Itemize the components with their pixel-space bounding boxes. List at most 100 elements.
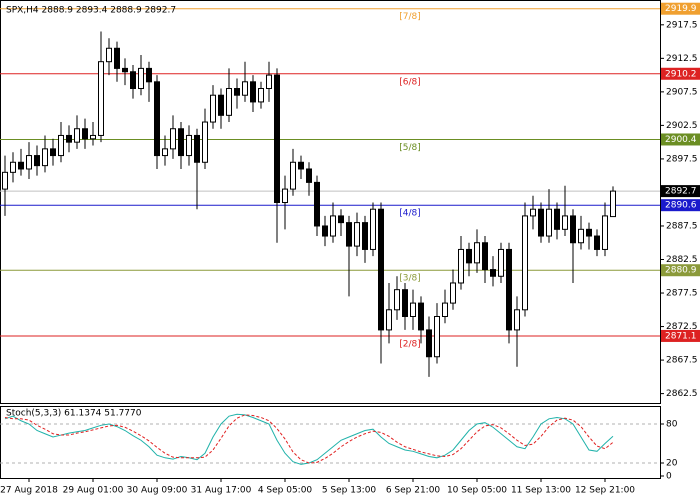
murrey-label: [3/8]: [399, 274, 421, 284]
x-tick-label: 10 Sep 05:00: [447, 486, 507, 496]
x-tick-label: 11 Sep 13:00: [511, 486, 571, 496]
candle-body: [466, 248, 472, 264]
candle-body: [538, 208, 544, 237]
candle-body: [114, 47, 120, 69]
candle-body: [10, 161, 16, 173]
candle-body: [354, 222, 360, 247]
y-tick-label: 2882.5: [666, 255, 698, 265]
candle-body: [298, 161, 304, 170]
candle-body: [138, 67, 144, 90]
candle-body: [362, 222, 368, 250]
candle-body: [106, 47, 112, 63]
murrey-label: [2/8]: [399, 339, 421, 349]
candle-body: [562, 215, 568, 230]
y-tick-label: 2912.5: [666, 54, 698, 64]
candle-body: [186, 134, 192, 157]
indicator-frame: [0, 406, 661, 479]
x-tick-label: 4 Sep 05:00: [258, 486, 313, 496]
price-box: [661, 2, 700, 15]
price-box: [661, 199, 700, 212]
candle-body: [522, 215, 528, 311]
price-box-label: 2900.4: [665, 135, 697, 145]
price-box-label: 2880.9: [665, 266, 697, 276]
candle-body: [122, 67, 128, 73]
candle-body: [610, 190, 616, 218]
price-box-label: 2871.1: [665, 331, 697, 341]
y-tick-label: 2872.5: [666, 322, 698, 332]
candle-body: [402, 289, 408, 317]
indicator-tick-label: 20: [666, 459, 678, 469]
x-tick-label: 30 Aug 09:00: [127, 486, 188, 496]
candle-body: [90, 134, 96, 140]
y-tick-label: 2902.5: [666, 121, 698, 131]
candle-body: [514, 309, 520, 331]
candle-body: [306, 168, 312, 183]
candle-body: [178, 128, 184, 157]
candle-body: [482, 242, 488, 271]
main-frame: [0, 0, 661, 404]
candle-body: [98, 61, 104, 136]
candle-body: [130, 71, 136, 90]
candle-body: [170, 128, 176, 150]
y-tick-label: 2862.5: [666, 389, 698, 399]
candle-body: [450, 282, 456, 304]
x-tick-label: 29 Aug 01:00: [63, 486, 124, 496]
candle-body: [474, 242, 480, 264]
candle-body: [290, 161, 296, 190]
candle-body: [146, 67, 152, 83]
price-box: [661, 264, 700, 277]
candle-body: [378, 208, 384, 331]
y-tick-label: 2917.5: [666, 20, 698, 30]
y-tick-label: 2887.5: [666, 221, 698, 231]
candle-body: [242, 81, 248, 96]
candle-body: [346, 222, 352, 247]
candle-body: [594, 235, 600, 250]
candle-body: [490, 269, 496, 277]
price-box-label: 2892.7: [665, 187, 697, 197]
candle-body: [602, 215, 608, 250]
candle-body: [434, 315, 440, 358]
murrey-label: [4/8]: [399, 209, 421, 219]
candle-body: [42, 148, 48, 167]
candle-body: [218, 94, 224, 116]
y-tick-label: 2897.5: [666, 154, 698, 164]
y-tick-label: 2877.5: [666, 289, 698, 299]
candle-body: [250, 81, 256, 103]
candle-body: [386, 309, 392, 331]
chart-title: SPX,H4 2888.9 2893.4 2888.9 2892.7: [6, 6, 176, 16]
candle-body: [162, 148, 168, 157]
price-box-label: 2910.2: [665, 69, 697, 79]
price-box: [661, 67, 700, 80]
candle-body: [58, 134, 64, 157]
price-box-label: 2919.9: [665, 4, 697, 14]
candle-body: [370, 208, 376, 250]
candle-body: [426, 329, 432, 358]
indicator-tick-label: 0: [666, 472, 672, 482]
candle-body: [34, 155, 40, 167]
indicator-tick-label: 80: [666, 420, 678, 430]
murrey-label: [5/8]: [399, 143, 421, 153]
indicator-line: [4, 414, 614, 464]
indicator-title: Stoch(5,3,3) 61.1374 51.7770: [6, 409, 142, 419]
candle-body: [26, 155, 32, 170]
candle-body: [578, 228, 584, 244]
murrey-label: [6/8]: [399, 77, 421, 87]
candle-body: [274, 74, 280, 204]
x-tick-label: 12 Sep 21:00: [575, 486, 635, 496]
candle-body: [266, 74, 272, 90]
price-box-label: 2890.6: [665, 201, 697, 211]
candle-body: [194, 134, 200, 163]
candle-body: [338, 215, 344, 224]
candle-body: [2, 171, 8, 190]
price-box: [661, 133, 700, 146]
murrey-label: [7/8]: [399, 12, 421, 22]
candle-body: [410, 302, 416, 317]
candle-body: [234, 88, 240, 96]
candle-body: [226, 88, 232, 116]
candle-body: [322, 225, 328, 237]
candle-body: [50, 148, 56, 157]
candle-body: [66, 134, 72, 143]
candle-body: [546, 208, 552, 237]
candle-body: [418, 302, 424, 331]
